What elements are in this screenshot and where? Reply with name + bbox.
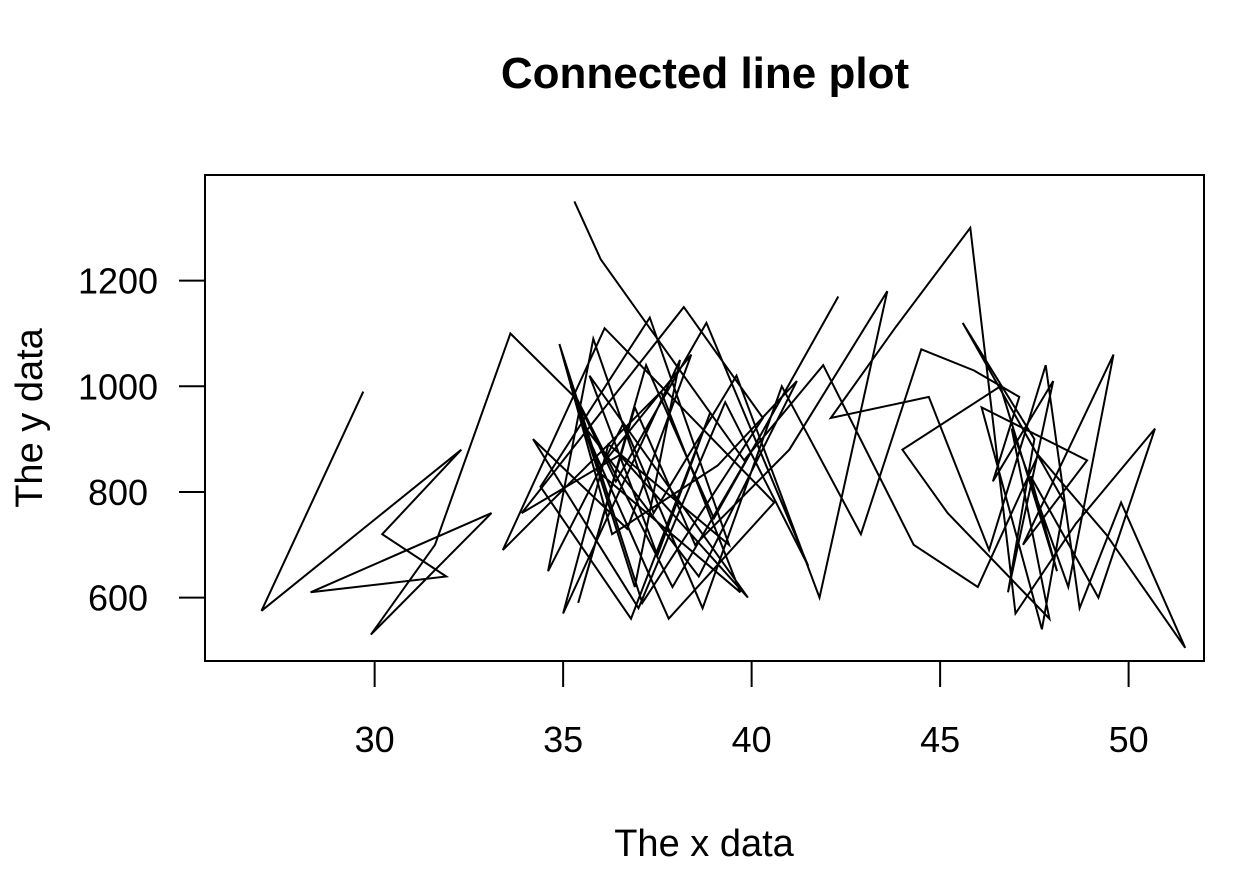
x-tick-label-35: 35 <box>543 719 583 760</box>
x-axis-label: The x data <box>614 823 794 865</box>
y-axis-label: The y data <box>9 327 51 507</box>
y-tick-label-1200: 1200 <box>78 261 158 302</box>
x-tick-label-45: 45 <box>920 719 960 760</box>
y-tick-label-800: 800 <box>88 472 148 513</box>
x-tick-label-50: 50 <box>1109 719 1149 760</box>
y-tick-label-600: 600 <box>88 578 148 619</box>
x-tick-label-30: 30 <box>355 719 395 760</box>
chart-title: Connected line plot <box>501 49 910 98</box>
x-tick-label-40: 40 <box>732 719 772 760</box>
x-axis: 30 35 40 45 50 <box>355 660 1149 760</box>
series-line-1 <box>260 200 1187 649</box>
y-tick-label-1000: 1000 <box>78 366 158 407</box>
data-series-layer <box>260 200 1187 649</box>
y-axis: 600 800 1000 1200 <box>78 261 206 619</box>
